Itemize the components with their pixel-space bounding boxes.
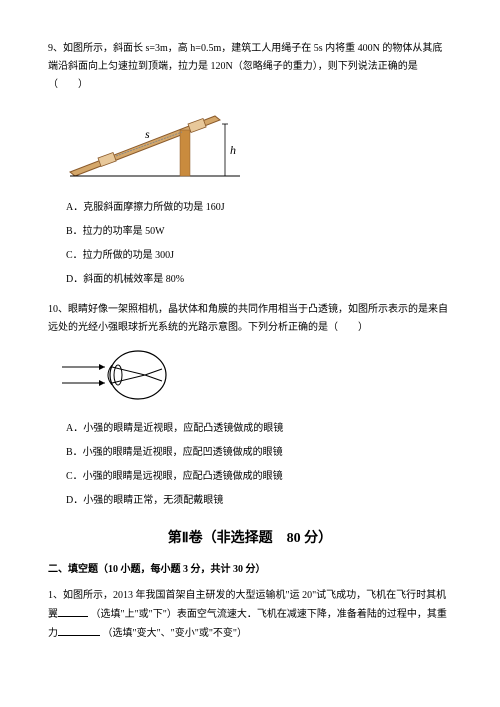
s-label: s <box>145 127 150 141</box>
question-10-text: 10、眼睛好像一架照相机，晶状体和角膜的共同作用相当于凸透镜，如图所示表示的是来… <box>48 301 452 337</box>
question-9-options: A．克服斜面摩擦力所做的功是 160J B．拉力的功率是 50W C．拉力所做的… <box>66 199 452 289</box>
blank-2 <box>58 624 100 636</box>
block-bottom <box>98 153 116 167</box>
option-9a: A．克服斜面摩擦力所做的功是 160J <box>66 199 452 217</box>
support-post <box>180 130 190 176</box>
question-9: 9、如图所示，斜面长 s=3m，高 h=0.5m，建筑工人用绳子在 5s 内将重… <box>48 40 452 289</box>
fill-question-1: 1、如图所示，2013 年我国首架自主研发的大型运输机"运 20"试飞成功，飞机… <box>48 587 452 643</box>
option-10d: D．小强的眼睛正常，无须配戴眼镜 <box>66 492 452 510</box>
option-10b: B．小强的眼睛是近视眼，应配凹透镜做成的眼镜 <box>66 444 452 462</box>
option-10c: C．小强的眼睛是远视眼，应配凸透镜做成的眼镜 <box>66 468 452 486</box>
arrow-1 <box>99 364 105 370</box>
fill-q1-part3: （选填"变大"、"变小"或"不变"） <box>103 628 248 639</box>
block-top <box>188 119 206 133</box>
option-9c: C．拉力所做的功是 300J <box>66 247 452 265</box>
question-10-options: A．小强的眼睛是近视眼，应配凸透镜做成的眼镜 B．小强的眼睛是近视眼，应配凹透镜… <box>66 420 452 510</box>
option-10a: A．小强的眼睛是近视眼，应配凸透镜做成的眼镜 <box>66 420 452 438</box>
blank-1 <box>58 605 88 617</box>
option-9b: B．拉力的功率是 50W <box>66 223 452 241</box>
incline-diagram: s h <box>60 102 452 191</box>
eye-diagram <box>60 345 452 412</box>
section-2-title: 第Ⅱ卷（非选择题 80 分） <box>48 526 452 551</box>
option-9d: D．斜面的机械效率是 80% <box>66 271 452 289</box>
question-10: 10、眼睛好像一架照相机，晶状体和角膜的共同作用相当于凸透镜，如图所示表示的是来… <box>48 301 452 510</box>
question-9-text: 9、如图所示，斜面长 s=3m，高 h=0.5m，建筑工人用绳子在 5s 内将重… <box>48 40 452 94</box>
h-label: h <box>230 143 236 157</box>
fill-blank-heading: 二、填空题（10 小题，每小题 3 分，共计 30 分） <box>48 561 452 579</box>
arrow-2 <box>99 380 105 386</box>
